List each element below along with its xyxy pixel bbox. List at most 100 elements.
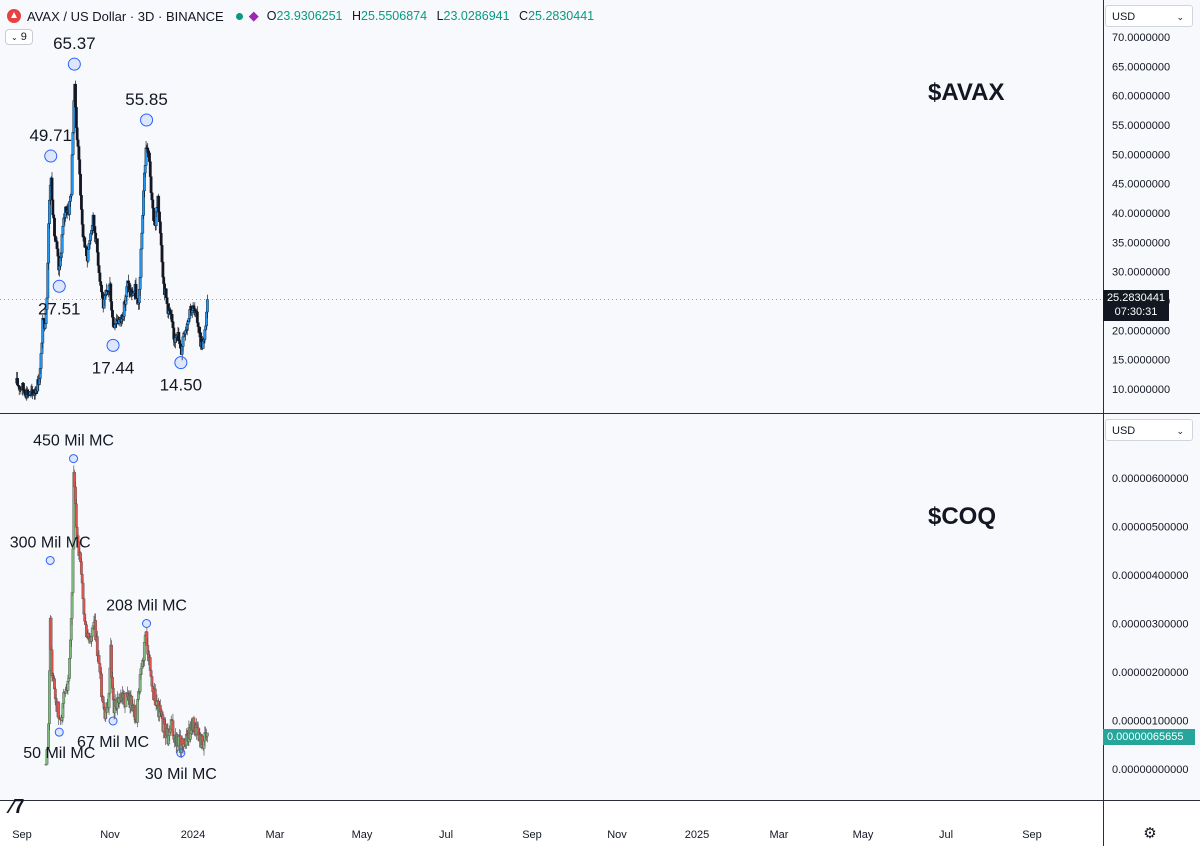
candle bbox=[50, 177, 54, 201]
candle bbox=[157, 195, 161, 213]
candle bbox=[98, 663, 102, 673]
price-axis-label: 20.0000000 bbox=[1112, 325, 1170, 337]
candle bbox=[203, 329, 207, 340]
price-axis-label: 15.0000000 bbox=[1112, 355, 1170, 367]
candle bbox=[168, 728, 172, 733]
swing-label: 55.85 bbox=[125, 90, 168, 109]
market-status-icon bbox=[235, 12, 243, 20]
price-axis-label: 55.0000000 bbox=[1112, 120, 1170, 132]
chevron-down-icon: ⌄ bbox=[11, 33, 18, 42]
candle bbox=[92, 214, 96, 227]
candle bbox=[138, 276, 142, 290]
time-axis-label: May bbox=[853, 829, 874, 841]
candle bbox=[68, 658, 72, 679]
price-axis-label: 0.00000300000 bbox=[1112, 619, 1188, 631]
candle bbox=[98, 272, 102, 282]
price-axis-label: 45.0000000 bbox=[1112, 179, 1170, 191]
swing-marker-icon bbox=[44, 149, 58, 163]
price-scale-unit-top[interactable]: USD ⌄ bbox=[1105, 5, 1193, 27]
candle bbox=[136, 699, 140, 723]
swing-marker-icon bbox=[142, 619, 152, 628]
candle bbox=[48, 670, 51, 724]
candle bbox=[97, 655, 101, 664]
swing-marker-icon bbox=[176, 748, 186, 758]
time-axis-label: Mar bbox=[266, 829, 285, 841]
price-axis-label: 60.0000000 bbox=[1112, 91, 1170, 103]
candle bbox=[143, 165, 147, 174]
price-axis-label: 30.0000000 bbox=[1112, 267, 1170, 279]
candle bbox=[111, 310, 114, 318]
swing-marker-icon bbox=[106, 338, 120, 352]
time-axis-label: Jul bbox=[439, 829, 453, 841]
avax-logo-icon bbox=[7, 9, 21, 23]
candle bbox=[160, 245, 164, 263]
candle bbox=[71, 548, 75, 593]
chevron-down-icon: ⌄ bbox=[1176, 12, 1184, 22]
swing-label: 450 Mil MC bbox=[33, 433, 114, 450]
low-value: 23.0286941 bbox=[443, 9, 510, 23]
gear-icon[interactable]: ⚙ bbox=[1143, 825, 1157, 842]
candle bbox=[190, 310, 194, 314]
candle bbox=[100, 673, 103, 697]
time-axis-label: Nov bbox=[607, 829, 627, 841]
candle bbox=[49, 617, 53, 651]
candle bbox=[43, 323, 47, 329]
indicator-collapse-badge[interactable]: ⌄ 9 bbox=[5, 29, 33, 45]
candle bbox=[139, 248, 143, 278]
close-value: 25.2830441 bbox=[528, 9, 595, 23]
price-axis-label: 10.0000000 bbox=[1112, 384, 1170, 396]
candle bbox=[158, 211, 161, 223]
ohlc-values: O23.9306251 H25.5506874 L23.0286941 C25.… bbox=[266, 9, 595, 23]
swing-marker-icon bbox=[54, 727, 64, 737]
symbol-title[interactable]: AVAX / US Dollar · 3D · BINANCE bbox=[27, 8, 224, 24]
time-axis-label: Nov bbox=[100, 829, 120, 841]
time-axis-divider bbox=[0, 800, 1200, 801]
price-scale-unit-bottom[interactable]: USD ⌄ bbox=[1105, 419, 1193, 441]
candle bbox=[79, 561, 83, 575]
tradingview-logo-icon[interactable]: ⁄7 bbox=[10, 796, 25, 818]
swing-label: 208 Mil MC bbox=[106, 598, 187, 615]
time-axis-label: May bbox=[352, 829, 373, 841]
swing-label: 50 Mil MC bbox=[23, 745, 95, 762]
swing-marker-icon bbox=[52, 279, 66, 293]
candle bbox=[149, 176, 153, 193]
candle bbox=[177, 332, 181, 342]
candle bbox=[186, 321, 190, 325]
candle bbox=[89, 233, 93, 241]
price-axis-label: 0.00000200000 bbox=[1112, 667, 1188, 679]
price-axis-label: 65.0000000 bbox=[1112, 61, 1170, 73]
swing-label: 14.50 bbox=[160, 376, 203, 395]
swing-label: 30 Mil MC bbox=[145, 766, 217, 783]
swing-label: 67 Mil MC bbox=[77, 734, 149, 751]
candle bbox=[195, 311, 199, 323]
price-axis-label: 50.0000000 bbox=[1112, 149, 1170, 161]
candle bbox=[74, 503, 78, 528]
time-axis-label: Mar bbox=[770, 829, 789, 841]
candle bbox=[47, 223, 51, 264]
time-axis-label: 2024 bbox=[181, 829, 205, 841]
swing-marker-icon bbox=[140, 113, 154, 127]
time-axis-label: 2025 bbox=[685, 829, 709, 841]
visual-order-icon[interactable]: ◆ bbox=[248, 8, 259, 23]
chevron-down-icon: ⌄ bbox=[1176, 426, 1184, 436]
candle bbox=[79, 173, 82, 196]
swing-label: 49.71 bbox=[29, 126, 72, 145]
candle bbox=[69, 194, 73, 197]
price-axis-divider bbox=[1103, 0, 1104, 846]
price-axis-label: 0.00000500000 bbox=[1112, 522, 1188, 534]
candle bbox=[86, 249, 90, 262]
open-value: 23.9306251 bbox=[276, 9, 343, 23]
time-axis-label: Sep bbox=[522, 829, 542, 841]
chart-title: $AVAX bbox=[928, 79, 1004, 106]
candle bbox=[50, 649, 54, 676]
candle bbox=[70, 154, 74, 195]
swing-marker-icon bbox=[108, 716, 118, 726]
price-axis-label: 35.0000000 bbox=[1112, 237, 1170, 249]
pane-divider[interactable] bbox=[0, 413, 1200, 414]
price-axis-label: 0.00000100000 bbox=[1112, 716, 1188, 728]
candle bbox=[205, 299, 209, 313]
candle bbox=[82, 598, 86, 615]
swing-label: 27.51 bbox=[38, 299, 81, 318]
price-axis-label: 40.0000000 bbox=[1112, 208, 1170, 220]
